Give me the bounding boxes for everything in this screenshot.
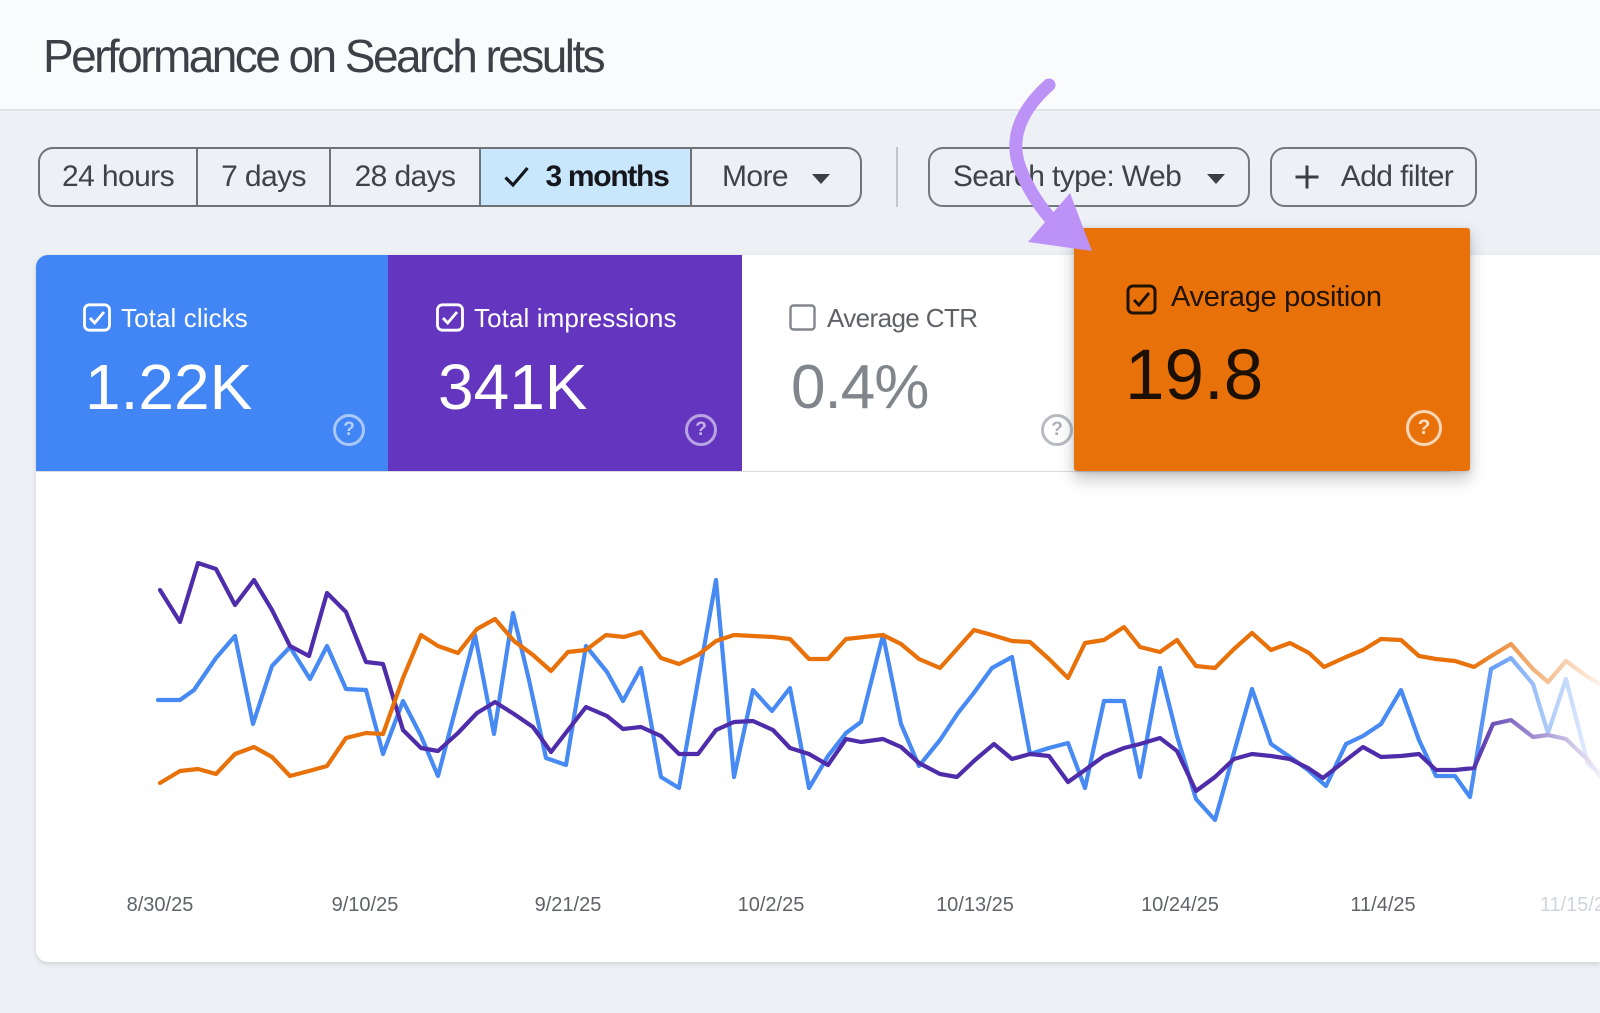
svg-text:11/15/25: 11/15/25: [1540, 894, 1600, 916]
svg-text:10/2/25: 10/2/25: [738, 894, 805, 916]
svg-text:10/13/25: 10/13/25: [936, 894, 1014, 916]
svg-text:9/10/25: 9/10/25: [332, 894, 399, 916]
svg-text:11/4/25: 11/4/25: [1350, 894, 1415, 916]
svg-text:9/21/25: 9/21/25: [535, 894, 602, 916]
svg-text:8/30/25: 8/30/25: [127, 894, 194, 916]
svg-text:10/24/25: 10/24/25: [1141, 894, 1219, 916]
